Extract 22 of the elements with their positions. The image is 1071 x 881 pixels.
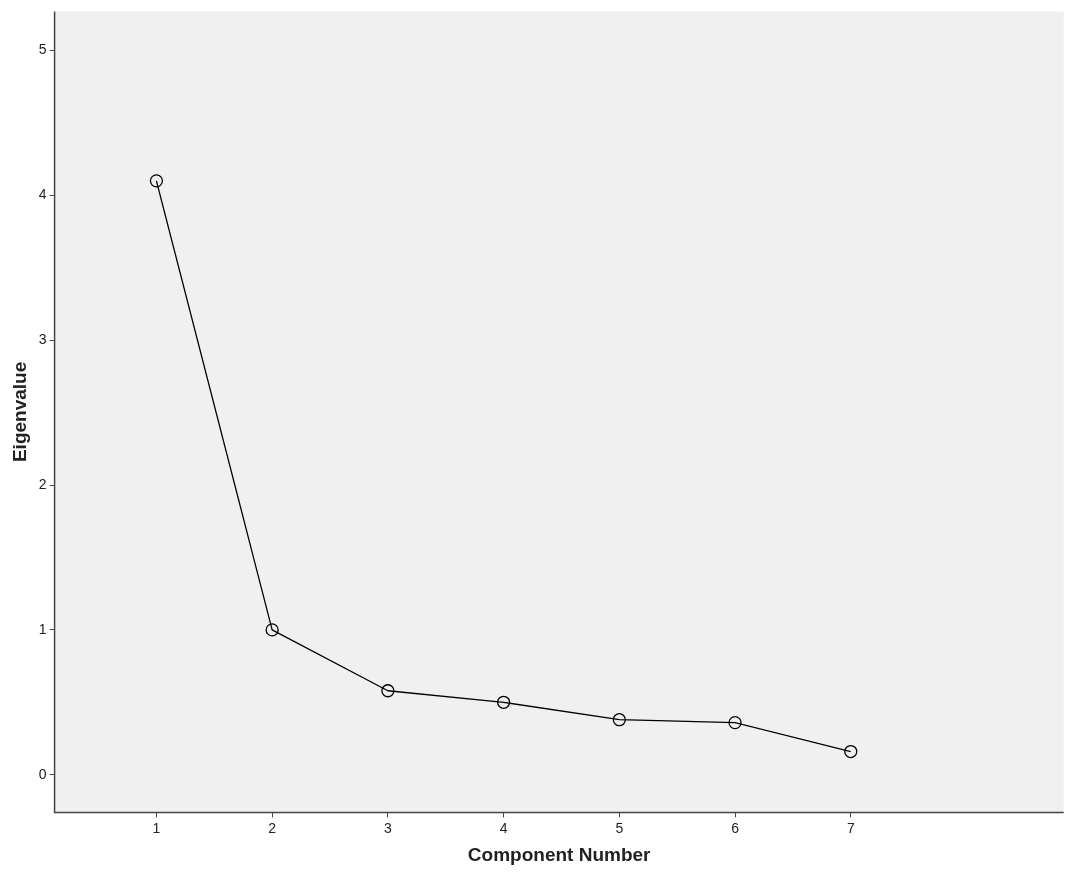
y-tick-label: 2 xyxy=(38,475,47,492)
x-tick-label: 3 xyxy=(383,819,392,836)
point xyxy=(728,715,742,730)
y-tick-label: 4 xyxy=(38,186,47,203)
x-tick-label: 4 xyxy=(499,819,508,836)
x-tick-label: 1 xyxy=(152,819,161,836)
point xyxy=(149,174,164,188)
point xyxy=(381,684,395,698)
point xyxy=(496,695,511,709)
point xyxy=(844,744,858,759)
point xyxy=(612,713,626,727)
x-tick-label: 5 xyxy=(615,819,624,836)
x-tick-label: 7 xyxy=(846,819,855,836)
y-tick-label: 1 xyxy=(38,620,47,637)
y-tick-label: 5 xyxy=(38,41,47,58)
x-axis-title: Component Number xyxy=(467,843,652,865)
x-tick-label: 2 xyxy=(268,819,277,836)
point xyxy=(265,623,279,637)
y-tick-label: 3 xyxy=(38,331,47,348)
y-axis-title: Eigenvalue xyxy=(8,361,30,463)
x-tick-label: 6 xyxy=(731,819,740,836)
y-tick-label: 0 xyxy=(38,765,47,782)
